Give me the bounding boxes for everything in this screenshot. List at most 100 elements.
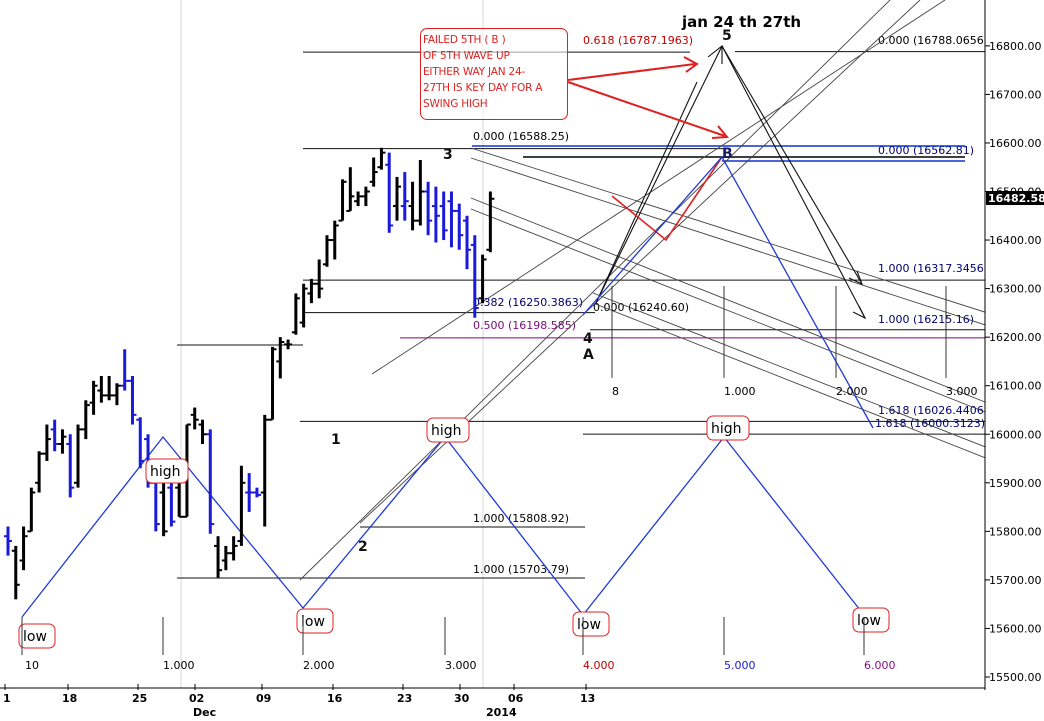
- cycle-label-box: [145, 458, 189, 484]
- channel-line: [299, 0, 891, 581]
- red-arrows: [567, 56, 730, 139]
- fib-level-label: 1.618 (16000.3123): [875, 417, 985, 430]
- fib-level-label: 0.382 (16250.3863): [473, 296, 583, 309]
- wave-label: 3: [443, 147, 453, 163]
- annotation-box: FAILED 5TH ( B ) OF 5TH WAVE UP EITHER W…: [420, 28, 568, 120]
- fib-level-label: 1.000 (16317.3456): [878, 262, 988, 275]
- time-count-label: 1.000: [724, 385, 756, 398]
- cycle-label: high: [711, 421, 742, 437]
- cycle-label: low: [857, 613, 881, 629]
- fib-level-label: 0.000 (16588.25): [473, 130, 569, 143]
- time-count-label: 2.000: [836, 385, 868, 398]
- projection-arrow: [595, 81, 698, 304]
- annotation-line: 27TH IS KEY DAY FOR A: [423, 82, 543, 94]
- price-tick-label: 16100.00: [989, 380, 1042, 393]
- fibonacci-levels: 0.618 (16787.1963) 0.000 (16788.0656) 0.00…: [177, 34, 988, 579]
- cycle-label: low: [23, 629, 47, 645]
- cycle-label-box: [18, 623, 56, 649]
- chart-title: jan 24 th 27th: [681, 13, 801, 31]
- cycle-label: high: [150, 464, 181, 480]
- price-tick-label: 16600.00: [989, 137, 1042, 150]
- red-zigzag: [611, 156, 723, 242]
- cycle-label-box: [572, 611, 610, 637]
- fib-level-label: 0.000 (16562.81): [878, 144, 974, 157]
- chart-labels: jan 24 th 27th 1 2 3 4A B 5 high high high low low l…: [18, 13, 978, 672]
- price-tick-label: 15800.00: [989, 525, 1042, 538]
- channel-line: [592, 292, 1044, 471]
- time-count-label: 3.000: [946, 385, 978, 398]
- fib-level-label: 1.618 (16026.4406): [878, 404, 988, 417]
- fib-level-label: 0.618 (16787.1963): [583, 34, 693, 47]
- time-count-label: 10: [25, 659, 39, 672]
- arrow-heads: [707, 44, 867, 320]
- date-label: 25: [132, 692, 147, 705]
- annotation-line: EITHER WAY JAN 24-: [423, 66, 526, 78]
- wave-label: 1: [331, 432, 341, 448]
- fib-level-label: 1.000 (15808.92): [473, 512, 569, 525]
- price-tick-label: 15700.00: [989, 574, 1042, 587]
- price-axis-bg: [985, 0, 1044, 690]
- time-count-label: 4.000: [583, 659, 615, 672]
- cycle-label-box: [852, 607, 890, 633]
- fib-level-label: 0.000 (16240.60): [593, 301, 689, 314]
- projection-arrow: [721, 45, 863, 285]
- channel-line: [470, 157, 1044, 345]
- price-tick-label: 16000.00: [989, 428, 1042, 441]
- cycle-label-box: [706, 415, 750, 441]
- projection-arrow: [595, 45, 723, 304]
- cycle-label-box: [426, 417, 470, 443]
- fib-level-label: 0.000 (16788.0656): [878, 34, 988, 47]
- cycle-label: low: [301, 614, 325, 630]
- price-bars: [4, 147, 495, 600]
- date-label: 30: [454, 692, 470, 705]
- date-label: 06: [508, 692, 524, 705]
- time-count-label: 2.000: [303, 659, 335, 672]
- time-count-label: 8: [612, 385, 619, 398]
- annotation-line: FAILED 5TH ( B ): [423, 34, 506, 46]
- channel-line: [470, 147, 1044, 332]
- wave-label: 2: [358, 539, 368, 555]
- month-label: Dec: [193, 706, 216, 719]
- cycle-label-box: [296, 608, 334, 634]
- fib-level-label: 0.500 (16198.585): [473, 319, 576, 332]
- annotation-line: OF 5TH WAVE UP: [423, 50, 510, 62]
- price-tick-label: 15600.00: [989, 622, 1042, 635]
- date-label: 1: [3, 692, 11, 705]
- date-label: 09: [256, 692, 271, 705]
- price-tick-label: 16800.00: [989, 40, 1042, 53]
- time-count-label: 1.000: [163, 659, 195, 672]
- price-tick-label: 16400.00: [989, 234, 1042, 247]
- price-tick-label: 16200.00: [989, 331, 1042, 344]
- cycle-label: high: [431, 423, 462, 439]
- price-tick-label: 15900.00: [989, 477, 1042, 490]
- date-label: 23: [397, 692, 412, 705]
- date-label: 16: [327, 692, 343, 705]
- channel-line: [470, 197, 986, 403]
- channel-line: [470, 208, 986, 413]
- price-tick-label: 15500.00: [989, 671, 1042, 684]
- channel-line: [592, 302, 1044, 482]
- cycle-label: low: [577, 617, 601, 633]
- date-label: 13: [580, 692, 595, 705]
- price-tick-label: 16700.00: [989, 88, 1042, 101]
- date-label: 18: [62, 692, 77, 705]
- wave-label: 4: [583, 331, 593, 347]
- annotation-line: SWING HIGH: [423, 98, 488, 110]
- time-count-label: 3.000: [445, 659, 477, 672]
- time-count-label: 6.000: [864, 659, 896, 672]
- channel-line: [371, 0, 946, 375]
- projection-arrow: [721, 45, 866, 319]
- time-count-label: 5.000: [724, 659, 756, 672]
- month-label: 2014: [486, 706, 517, 719]
- last-price-box: [986, 191, 1044, 205]
- wave-projection: [582, 155, 874, 429]
- fib-level-label: 1.000 (16215.16): [878, 313, 974, 326]
- last-price-label: 16482.58: [988, 192, 1044, 205]
- fib-level-label: 1.000 (15703.79): [473, 563, 569, 576]
- wave-label: A: [583, 347, 594, 363]
- wave-label: B: [722, 146, 733, 162]
- price-tick-label: 16300.00: [989, 283, 1042, 296]
